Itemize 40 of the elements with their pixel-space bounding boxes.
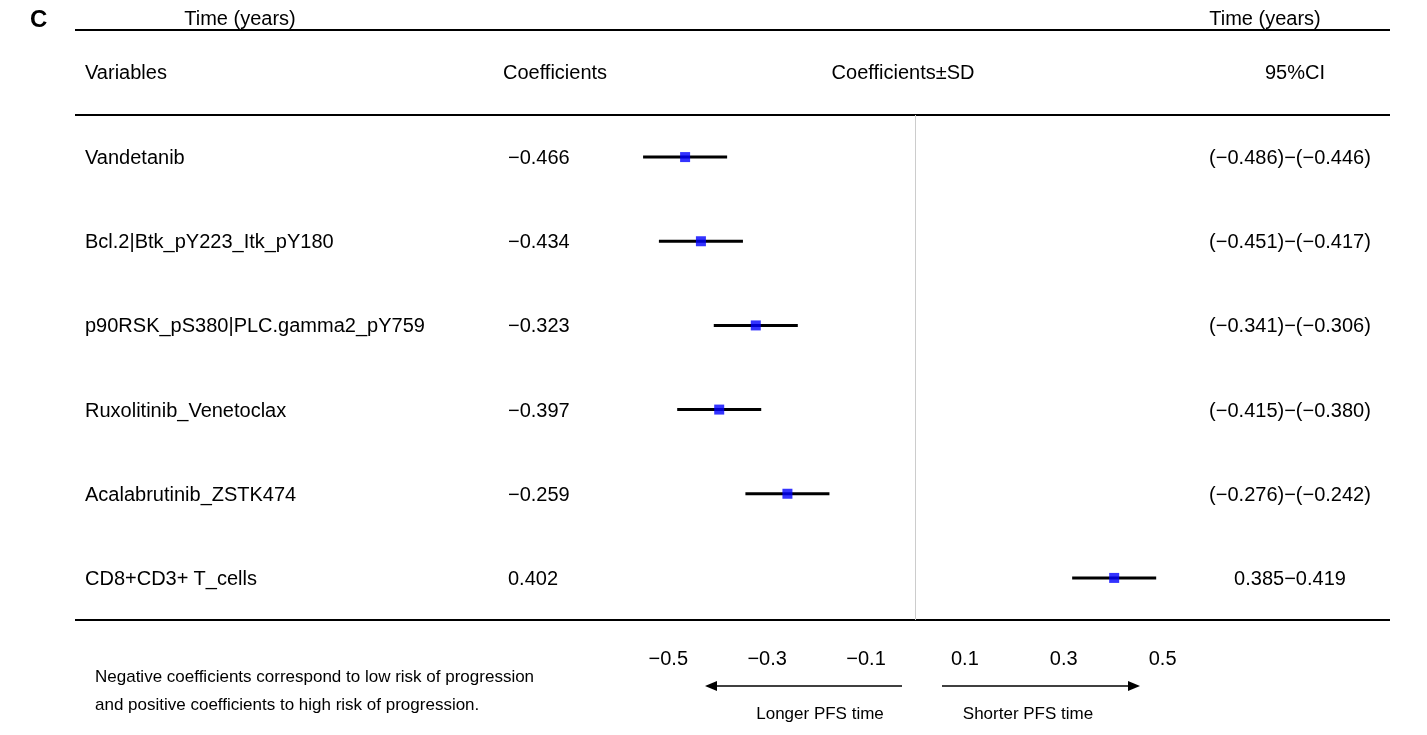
y-tick-label: Vandetanib — [85, 146, 185, 169]
text: Coefficients±SD — [831, 61, 975, 83]
text: C — [30, 4, 48, 32]
x-tick-label: −0.3 — [747, 647, 787, 669]
annotation: −0.323 — [508, 314, 570, 337]
y-tick-label: Bcl.2|Btk_pY223_Itk_pY180 — [85, 230, 334, 254]
annotation: −0.434 — [508, 230, 570, 253]
y-tick-label: Ruxolitinib_Venetoclax — [85, 398, 287, 422]
point — [1109, 572, 1120, 583]
x-tick-label: −0.5 — [648, 647, 689, 669]
point — [782, 488, 793, 499]
x-tick-label: 0.3 — [1049, 647, 1078, 669]
text: Time (years) — [184, 7, 296, 29]
annotation: −0.259 — [508, 482, 570, 505]
annotation: (−0.415)−(−0.380) — [1209, 398, 1371, 421]
x-tick-label: 0.1 — [950, 647, 979, 669]
annotation: (−0.276)−(−0.242) — [1209, 482, 1371, 505]
point — [695, 236, 706, 247]
text: Time (years) — [1209, 7, 1321, 29]
text: Negative coefficients correspond to low risk of progression and positive coefficients to high risk of progression. — [95, 666, 539, 714]
text: Coefficients — [502, 61, 608, 83]
y-tick-label: Acalabrutinib_ZSTK474 — [85, 482, 297, 506]
point — [714, 404, 725, 415]
annotation: 0.402 — [508, 566, 559, 589]
point — [680, 152, 691, 163]
text: Shorter PFS time — [962, 703, 1094, 723]
text: 95%CI — [1264, 61, 1326, 83]
x-tick-label: −0.1 — [846, 647, 886, 669]
annotation: 0.385−0.419 — [1234, 566, 1346, 589]
annotation: −0.466 — [508, 146, 570, 169]
x-tick-label: 0.5 — [1148, 647, 1177, 669]
annotation: (−0.451)−(−0.417) — [1209, 230, 1371, 253]
annotation: −0.397 — [508, 398, 570, 421]
annotation: (−0.341)−(−0.306) — [1209, 314, 1371, 337]
annotation: (−0.486)−(−0.446) — [1209, 146, 1371, 169]
y-tick-label: CD8+CD3+ T_cells — [85, 566, 257, 590]
point — [750, 320, 761, 331]
text: Variables — [85, 61, 167, 83]
text: Longer PFS time — [756, 703, 884, 723]
y-tick-label: p90RSK_pS380|PLC.gamma2_pY759 — [85, 314, 425, 338]
